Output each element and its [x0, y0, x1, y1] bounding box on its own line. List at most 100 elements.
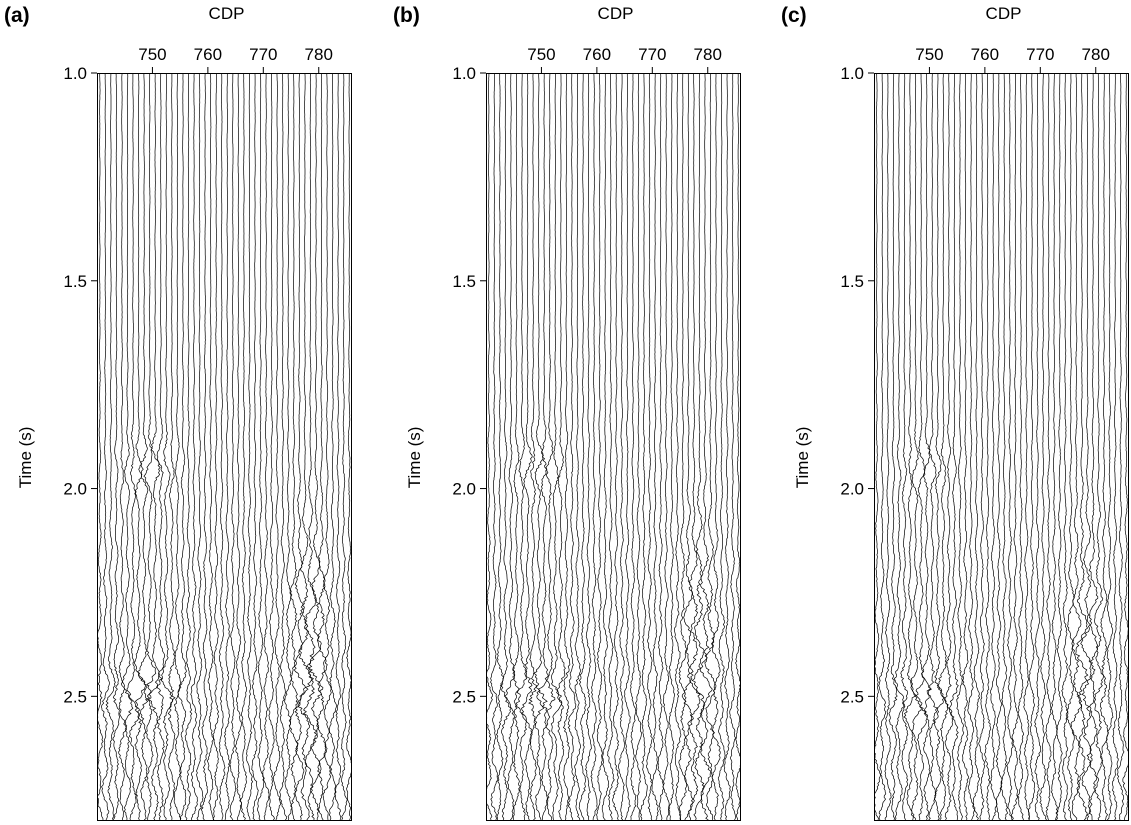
seismic-trace [678, 73, 688, 821]
seismic-trace [1045, 73, 1052, 821]
seismic-trace [133, 73, 147, 821]
seismic-trace [105, 73, 116, 821]
panel-b: (b) CDP Time (s) 750 760 770 780 1.0 1.5 2.0 2.5 [393, 4, 741, 821]
seismic-trace [118, 73, 127, 821]
seismic-trace [691, 73, 708, 821]
seismic-trace [160, 73, 174, 821]
seismic-trace [531, 73, 548, 821]
seismic-trace [574, 73, 582, 821]
y-tick-label: 1.0 [63, 64, 87, 83]
seismic-trace [948, 73, 959, 821]
seismic-trace [1099, 73, 1109, 821]
seismic-trace [544, 73, 556, 821]
seismic-trace [601, 73, 610, 821]
seismic-trace [1055, 73, 1063, 821]
seismic-trace [1066, 73, 1075, 821]
seismic-trace [495, 73, 504, 821]
seismic-trace [1093, 73, 1104, 821]
panel-label: (c) [781, 4, 807, 27]
x-tick-label: 760 [194, 45, 222, 64]
x-tick-label: 780 [694, 45, 722, 64]
seismic-trace [302, 73, 318, 821]
seismic-trace [490, 73, 499, 821]
seismic-trace [1122, 73, 1129, 821]
seismic-trace [284, 73, 293, 821]
seismic-trace [630, 73, 637, 821]
seismic-trace [229, 73, 237, 821]
trace-group [486, 73, 741, 821]
seismic-trace [1080, 73, 1096, 821]
x-tick-label: 760 [583, 45, 611, 64]
seismic-trace [289, 73, 299, 821]
seismic-trace [687, 73, 701, 821]
x-tick-label: 750 [138, 45, 166, 64]
seismic-trace [154, 73, 166, 821]
seismic-trace [1050, 73, 1059, 821]
seismic-trace [990, 73, 998, 821]
seismic-trace [235, 73, 243, 821]
seismic-trace [878, 73, 887, 821]
seismic-trace [120, 73, 134, 821]
seismic-trace [884, 73, 892, 821]
seismic-trace [511, 73, 521, 821]
seismic-trace [1028, 73, 1036, 821]
seismic-trace [639, 73, 648, 821]
seismic-trace [177, 73, 187, 821]
seismic-trace [486, 73, 493, 821]
seismic-trace [1061, 73, 1069, 821]
seismic-trace [634, 73, 642, 821]
seismic-trace [978, 73, 986, 821]
seismic-trace [556, 73, 566, 821]
seismic-trace [903, 73, 916, 821]
x-tick-label: 770 [638, 45, 666, 64]
seismic-trace [340, 73, 348, 821]
seismic-trace [662, 73, 670, 821]
seismic-trace [657, 73, 665, 821]
x-axis-title: CDP [598, 4, 634, 23]
y-tick-label: 1.5 [840, 272, 864, 291]
seismic-trace [173, 73, 182, 821]
seismic-trace [646, 73, 653, 821]
seismic-trace [914, 73, 928, 821]
seismic-trace [578, 73, 587, 821]
seismic-trace [624, 73, 631, 821]
seismic-trace [995, 73, 1003, 821]
seismic-trace [346, 73, 352, 821]
seismic-trace [984, 73, 992, 821]
seismic-trace [926, 73, 940, 821]
seismic-trace [322, 73, 332, 821]
seismic-trace [256, 73, 265, 821]
panel-a: (a) CDP Time (s) 750 760 770 780 1.0 1.5 2.0 2.5 [4, 4, 352, 821]
seismic-trace [499, 73, 512, 821]
y-tick-label: 2.5 [452, 687, 476, 706]
x-tick-label: 750 [527, 45, 555, 64]
trace-group [874, 73, 1129, 821]
plot-frame [97, 73, 352, 821]
seismic-trace [1039, 73, 1047, 821]
seismic-trace [944, 73, 953, 821]
seismic-trace [97, 73, 104, 821]
seismic-trace [651, 73, 659, 821]
seismic-trace [1075, 73, 1089, 821]
seismic-trace [668, 73, 676, 821]
seismic-trace [513, 73, 528, 821]
seismic-trace [212, 73, 220, 821]
x-tick-label: 750 [915, 45, 943, 64]
seismic-trace [723, 73, 731, 821]
seismic-trace [698, 73, 713, 821]
x-tick-label: 770 [1026, 45, 1054, 64]
x-axis-title: CDP [986, 4, 1022, 23]
seismic-trace [262, 73, 270, 821]
seismic-trace [1034, 73, 1042, 821]
seismic-trace [1112, 73, 1119, 821]
seismic-trace [297, 73, 313, 821]
seismic-trace [167, 73, 176, 821]
y-tick-label: 2.5 [840, 687, 864, 706]
seismic-trace [328, 73, 337, 821]
panel-c: (c) CDP Time (s) 750 760 770 780 1.0 1.5 2.0 2.5 [781, 4, 1129, 821]
seismic-trace [674, 73, 682, 821]
y-tick-label: 2.0 [63, 480, 87, 499]
seismic-trace [590, 73, 598, 821]
seismic-trace [100, 73, 110, 821]
